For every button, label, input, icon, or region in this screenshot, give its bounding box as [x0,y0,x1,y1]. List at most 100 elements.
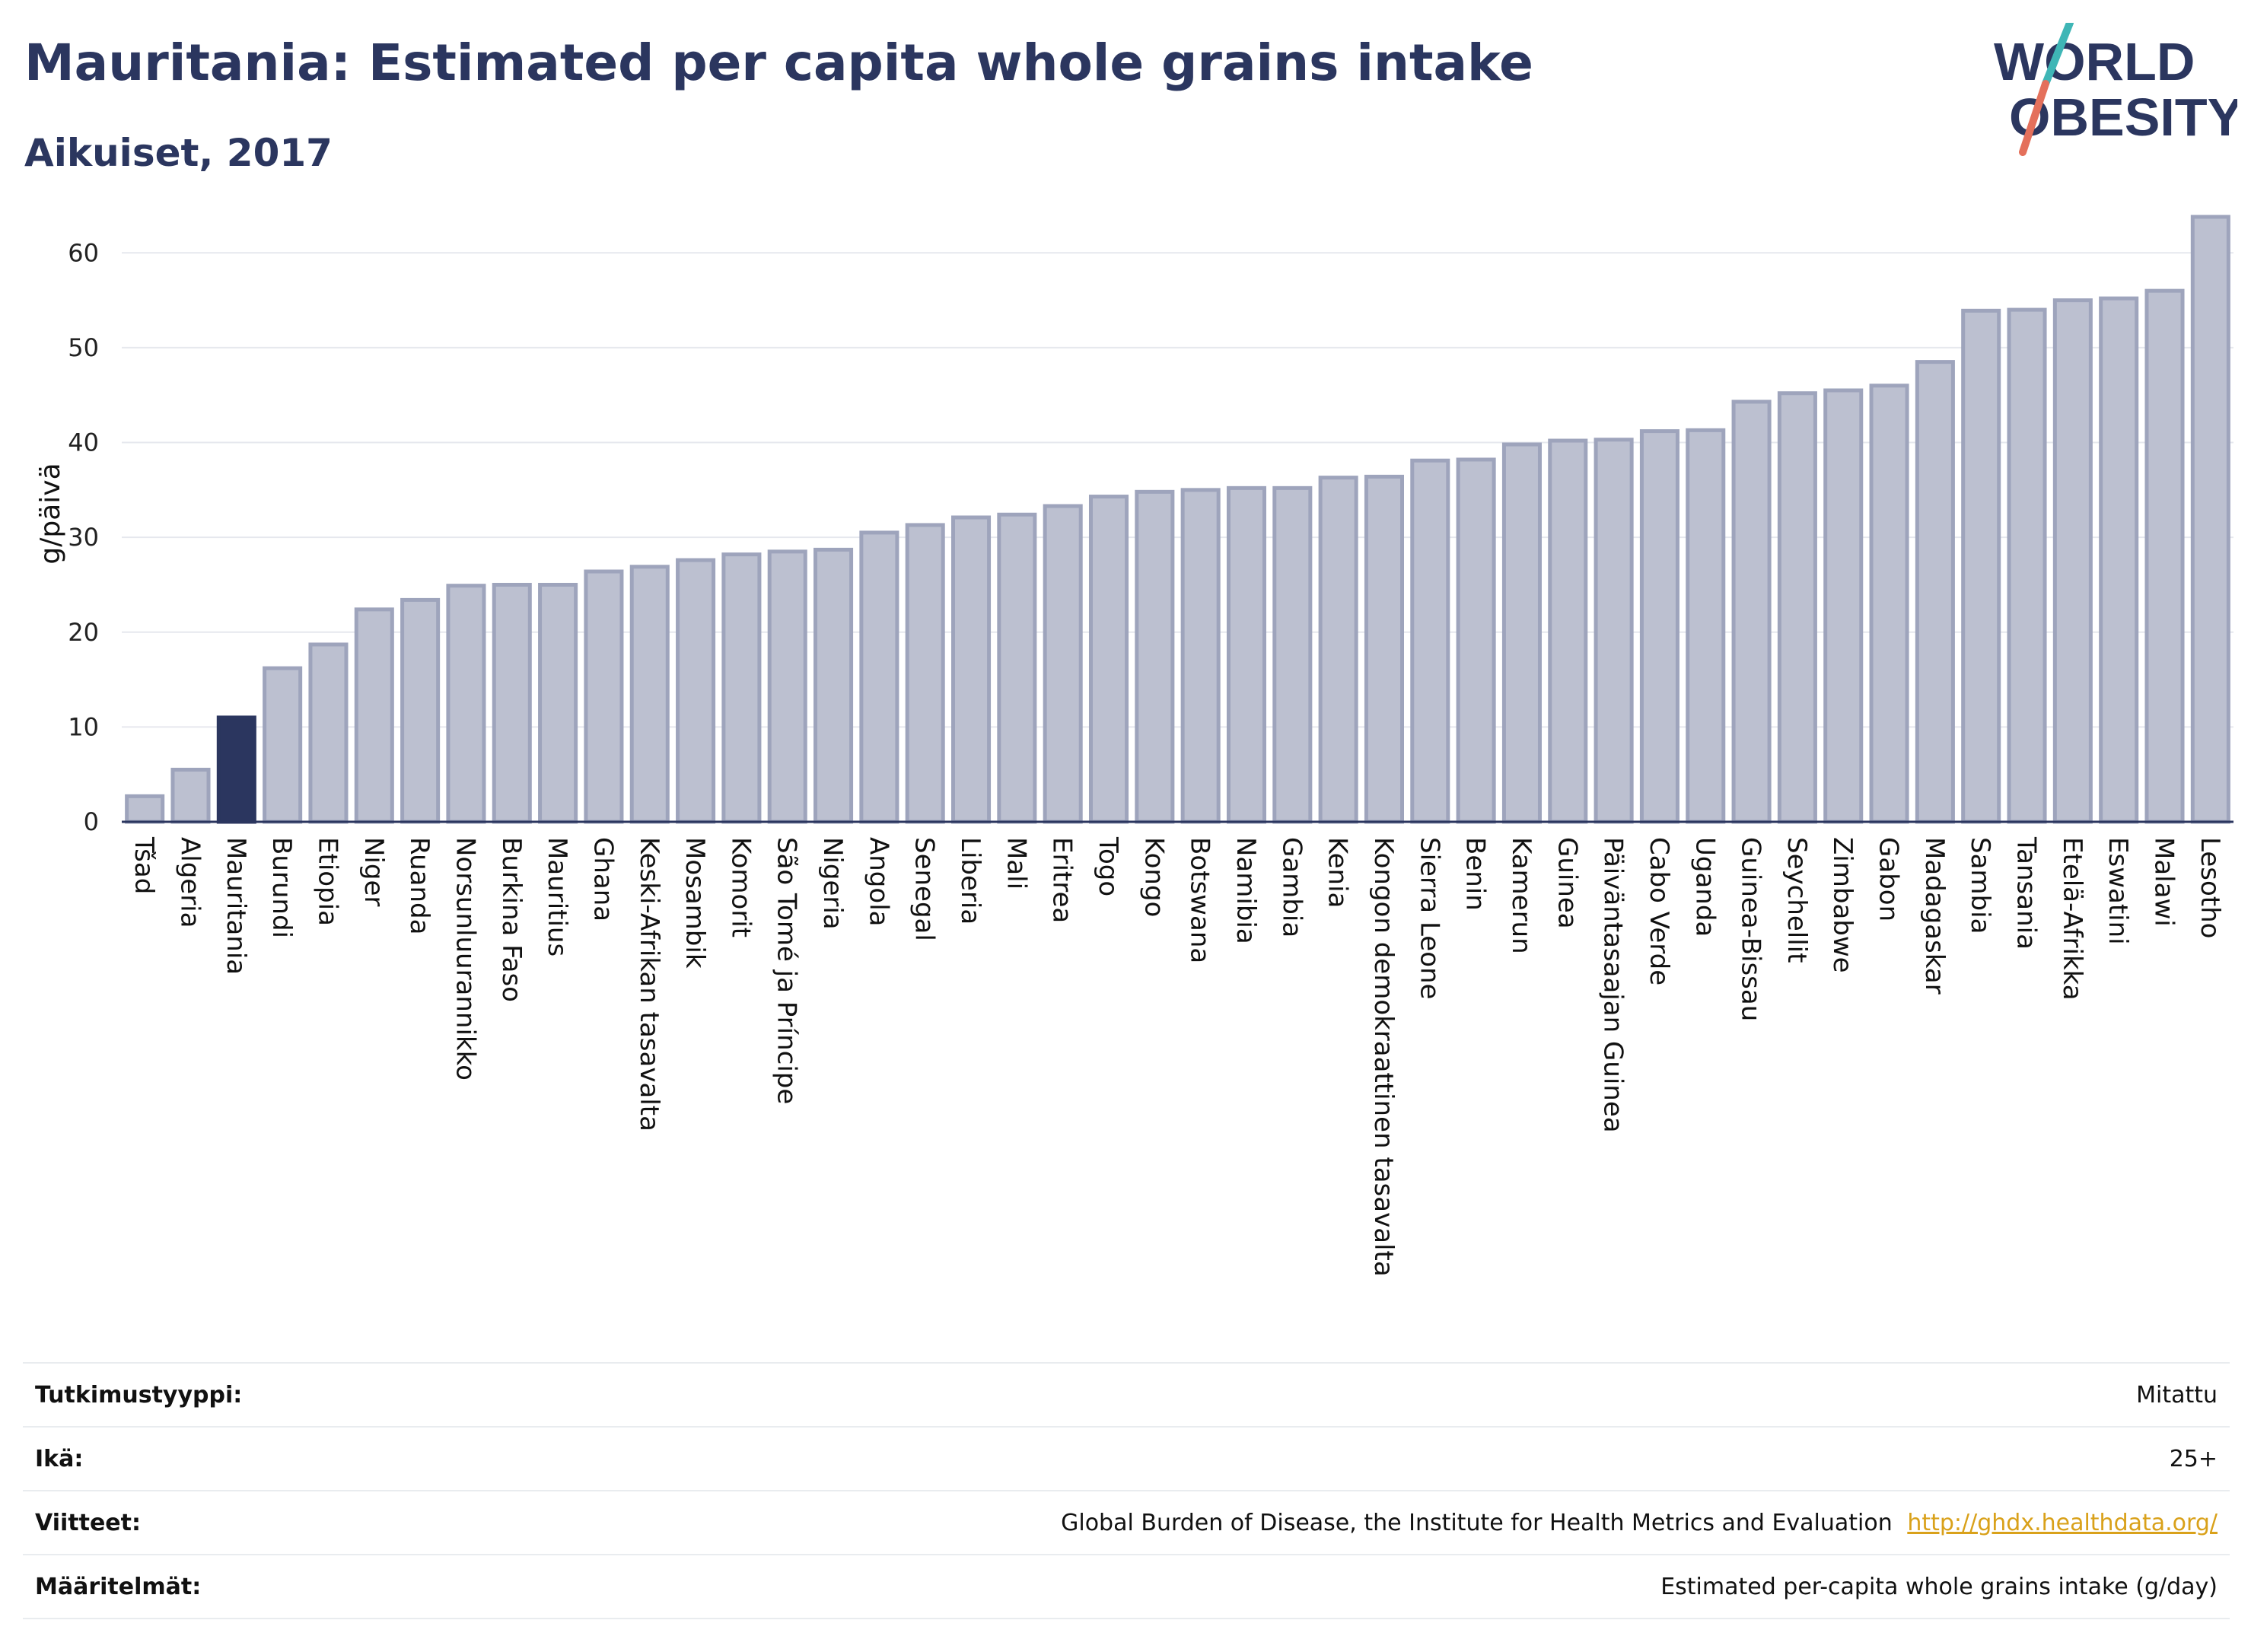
x-tick-label: Mali [1001,837,1031,890]
bar-chart: 0 10 20 30 40 50 60 g/päivä Tšad Algeria Mauritani… [35,215,2233,1277]
y-tick-label: 0 [84,807,99,836]
x-tick-label: São Tomé ja Príncipe [772,837,802,1104]
bar [1594,438,1634,824]
x-tick-label: Komorit [725,837,756,937]
y-tick-label: 10 [68,712,99,741]
x-tick-label: Gambia [1276,837,1307,937]
x-tick-label: Mauritania [221,837,251,975]
x-tick-label: Algeria [174,837,205,928]
x-tick-label: Benin [1460,837,1491,911]
x-tick-label: Burkina Faso [496,837,527,1002]
bar [1410,458,1450,824]
x-tick-label: Madagaskar [1919,837,1950,995]
x-tick-label: Etiopia [312,837,342,926]
x-tick-label: Ruanda [404,837,435,934]
bar [1639,429,1679,824]
world-obesity-logo[interactable]: WORLD OBESITY [1979,19,2243,160]
bar [125,794,165,824]
bar [1869,384,1909,824]
svg-text:OBESITY: OBESITY [2009,88,2237,147]
y-tick-label: 50 [68,333,99,362]
meta-value: 25+ [2169,1445,2218,1472]
x-tick-label: Angola [863,837,893,926]
bar [629,565,670,824]
bar [997,512,1037,824]
bar [400,597,441,824]
bar [216,715,256,824]
y-tick-label: 60 [68,238,99,267]
meta-key: Määritelmät: [35,1573,202,1600]
x-tick-label: Gabon [1874,837,1904,921]
meta-value: Estimated per-capita whole grains intake… [1660,1573,2218,1600]
x-tick-label: Norsunluurannikko [450,837,480,1081]
x-tick-label: Eswatini [2103,837,2133,945]
meta-key: Viitteet: [35,1509,141,1536]
x-tick-label: Kongon demokraattinen tasavalta [1368,837,1399,1277]
bar [859,530,899,824]
x-tick-label: Sierra Leone [1414,837,1444,999]
bar [1915,360,1955,824]
y-tick-label: 40 [68,428,99,457]
reference-link[interactable]: http://ghdx.healthdata.org/ [1907,1509,2218,1536]
x-tick-label: Senegal [909,837,940,941]
bar [2190,215,2230,824]
x-tick-label: Mosambik [680,837,710,969]
chart-title: Mauritania: Estimated per capita whole g… [24,33,1533,92]
bar [538,582,578,824]
chart-subtitle: Aikuiset, 2017 [24,131,333,175]
x-tick-label: Eritrea [1047,837,1078,923]
bar [1731,399,1772,824]
meta-row-age: Ikä: 25+ [23,1428,2230,1491]
x-tick-label: Kongo [1138,837,1169,917]
bar [1135,489,1175,824]
meta-key: Ikä: [35,1445,84,1472]
bar [263,666,303,824]
bar [951,515,992,824]
y-tick-label: 30 [68,523,99,552]
x-tick-label: Kenia [1323,837,1353,908]
bar [1456,457,1496,824]
y-axis-title: g/päivä [35,463,66,564]
y-tick-label: 20 [68,618,99,647]
x-tick-label: Nigeria [817,837,848,930]
meta-row-definitions: Määritelmät: Estimated per-capita whole … [23,1555,2230,1619]
bar [1272,485,1313,824]
meta-value: Mitattu [2136,1381,2218,1408]
bar [1088,495,1129,824]
meta-row-references: Viitteet: Global Burden of Disease, the … [23,1491,2230,1555]
bar [1043,504,1083,824]
bar [2052,298,2093,824]
bar [1180,488,1221,824]
bar [676,558,716,824]
x-tick-label: Tansania [2011,836,2042,950]
bar [2007,307,2047,824]
meta-value-group: Global Burden of Disease, the Institute … [1061,1510,2230,1536]
meta-value: Global Burden of Disease, the Institute … [1061,1509,1893,1536]
bar [1364,474,1404,824]
x-tick-label: Tšad [129,836,159,894]
bar [1777,391,1817,824]
x-tick-label: Liberia [955,837,985,925]
x-tick-label: Keski-Afrikan tasavalta [634,837,664,1132]
bar [584,569,624,824]
bar [1823,388,1864,824]
bar [446,584,486,824]
x-tick-label: Niger [358,837,389,906]
x-tick-label: Seychellit [1781,837,1812,963]
bar [2144,288,2185,824]
bar [1318,476,1358,824]
x-tick-label: Cabo Verde [1644,837,1674,985]
bar [813,547,854,824]
bar [721,552,762,824]
x-tick-label: Togo [1093,836,1123,896]
metadata-table: Tutkimustyyppi: Mitattu Ikä: 25+ Viittee… [23,1362,2230,1619]
x-tick-label: Malawi [2149,837,2179,927]
x-tick-label: Guinea-Bissau [1736,837,1766,1021]
meta-row-study-type: Tutkimustyyppi: Mitattu [23,1364,2230,1428]
x-tick-label: Namibia [1231,837,1261,944]
x-tick-label: Sambia [1965,837,1995,934]
logo-svg: WORLD OBESITY [1994,19,2243,156]
bar [170,767,211,824]
x-tick-label: Burundi [266,837,297,938]
bar [905,523,945,824]
